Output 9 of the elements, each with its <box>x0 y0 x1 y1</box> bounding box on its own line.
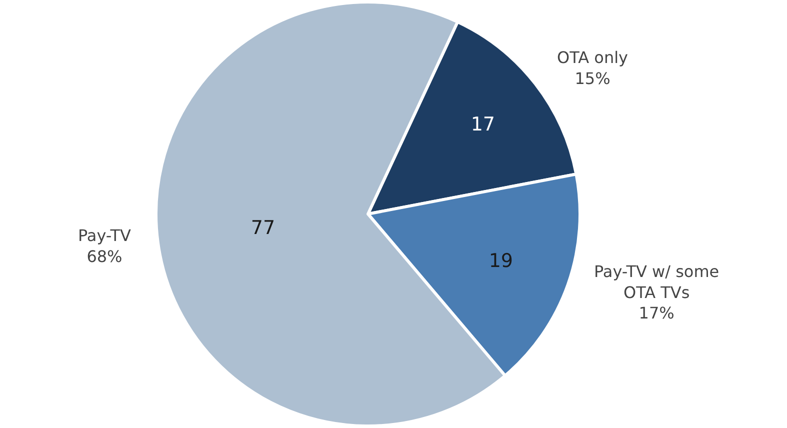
data-label: 17 <box>470 113 496 136</box>
text: 17% <box>638 304 674 323</box>
slice-label: Pay-TV <box>78 226 131 245</box>
text: 68% <box>86 246 122 266</box>
text: 15% <box>574 68 610 88</box>
slice-label: OTA only <box>557 48 628 67</box>
slice-label: Pay-TV w/ some OTA TVs <box>594 262 720 302</box>
data-label: 77 <box>250 217 276 240</box>
data-label: 19 <box>488 250 514 272</box>
